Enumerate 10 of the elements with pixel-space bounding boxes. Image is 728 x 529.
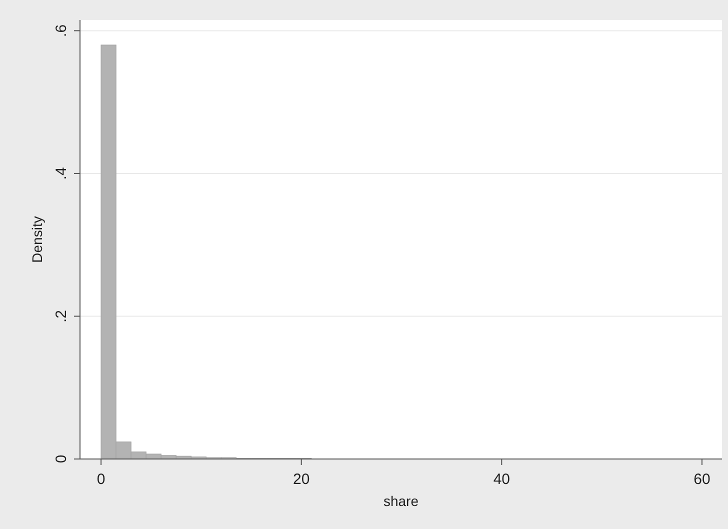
y-tick-label: .4 (53, 167, 70, 180)
y-tick-label: 0 (53, 454, 70, 464)
x-tick-label: 0 (96, 471, 106, 488)
y-axis-title: Density (29, 216, 45, 263)
x-axis-title: share (383, 493, 419, 509)
x-tick-label: 40 (493, 471, 510, 488)
y-tick-label: .2 (53, 310, 70, 322)
x-tick-label: 60 (694, 471, 710, 488)
y-tick-label: .6 (53, 24, 70, 37)
x-tick-label: 20 (293, 471, 310, 488)
